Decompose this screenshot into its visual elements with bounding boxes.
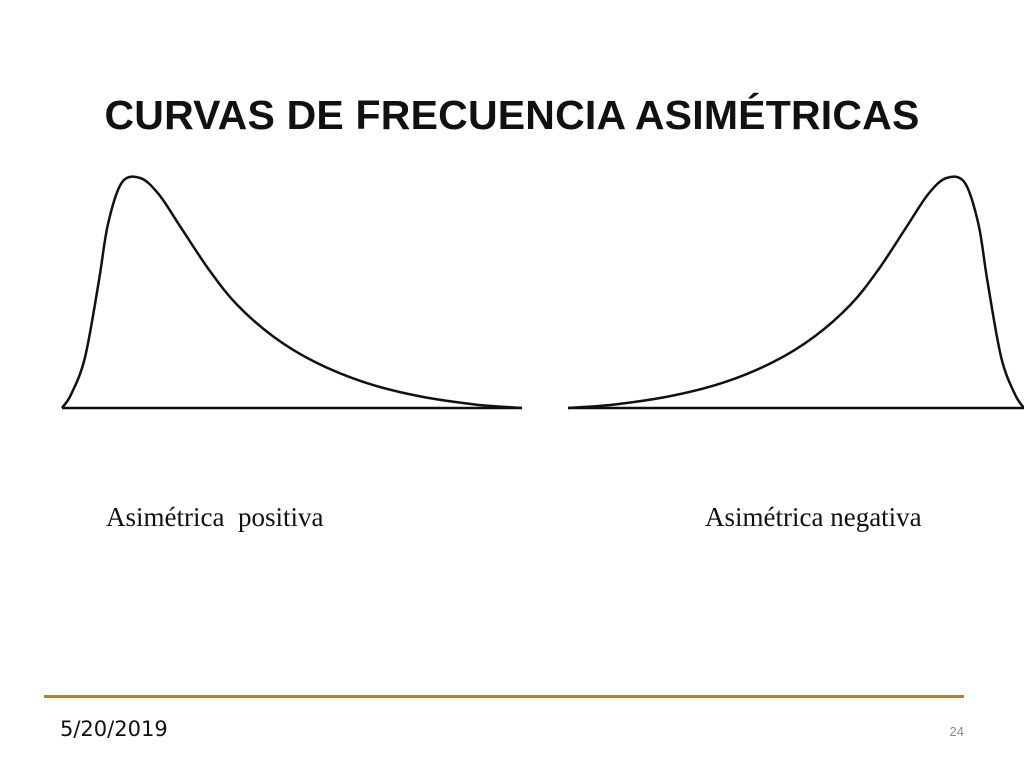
negative-skew-label: Asimétrica negativa bbox=[705, 502, 922, 532]
positive-skew-label: Asimétrica positiva bbox=[106, 502, 324, 532]
negative-skew-curve-group bbox=[567, 175, 1024, 410]
slide-title: CURVAS DE FRECUENCIA ASIMÉTRICAS bbox=[104, 92, 920, 138]
page-number: 24 bbox=[949, 724, 964, 739]
footer-rule bbox=[44, 695, 964, 698]
footer-date: 5/20/2019 bbox=[60, 717, 168, 741]
positive-skew-curve-group bbox=[60, 175, 523, 410]
positive-skew-curve bbox=[60, 175, 523, 410]
negative-skew-curve bbox=[567, 175, 1024, 410]
